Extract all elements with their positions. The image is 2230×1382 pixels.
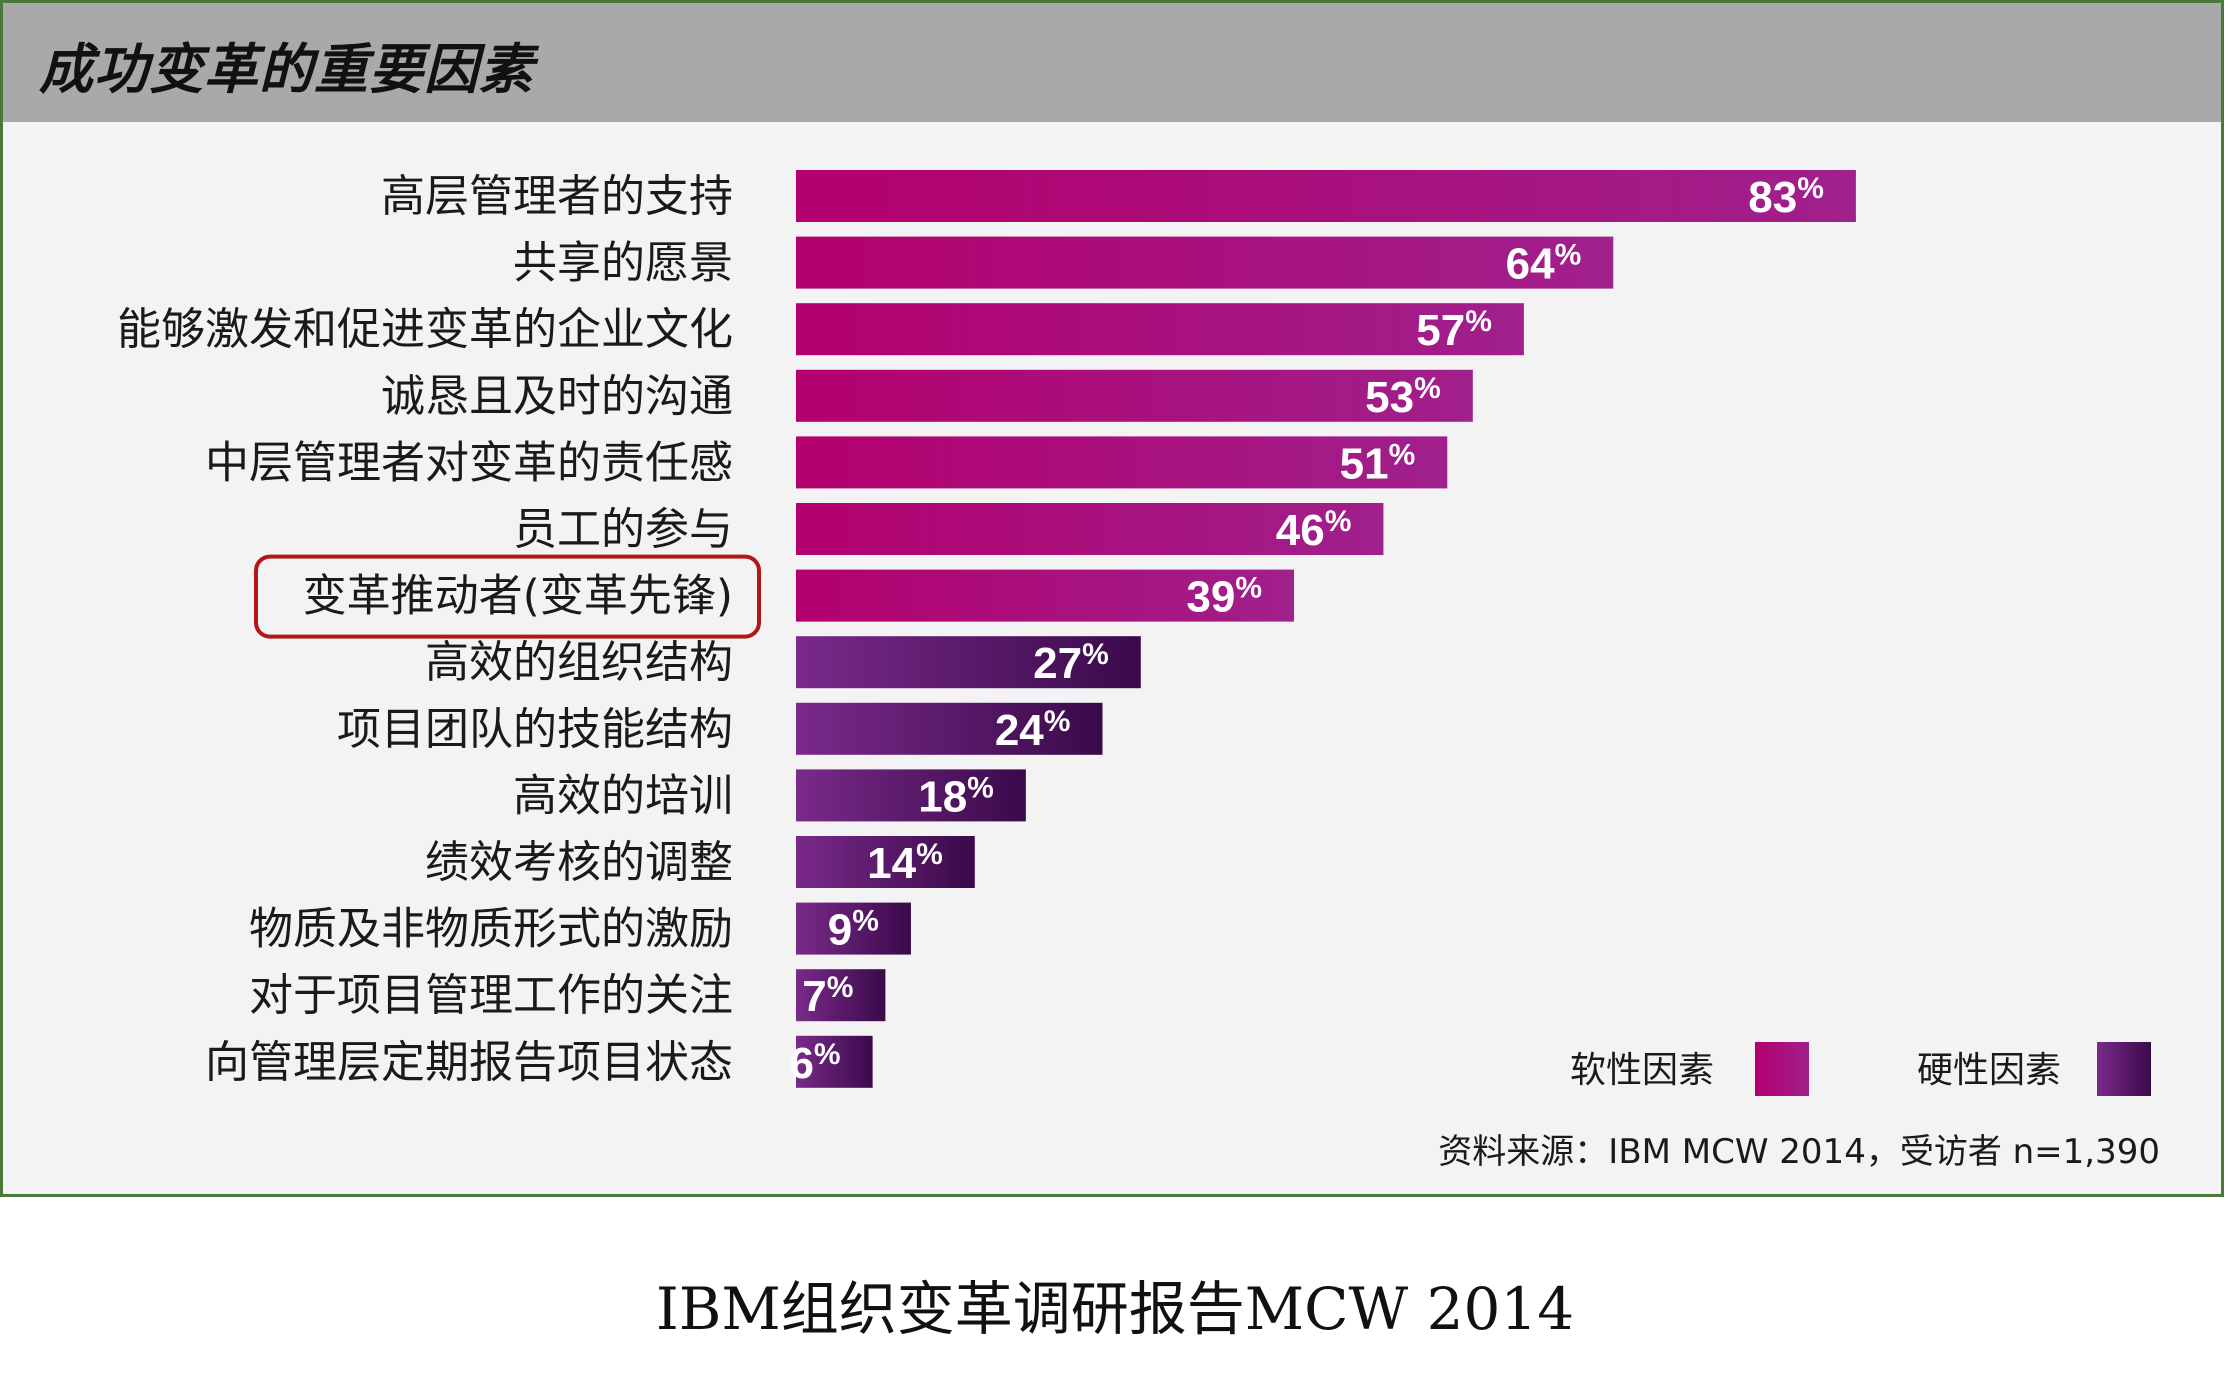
bar-9 xyxy=(796,702,1103,755)
category-label: 高效的培训 xyxy=(513,770,733,821)
value-label: 46% xyxy=(1276,505,1352,555)
category-label: 中层管理者对变革的责任感 xyxy=(205,437,733,488)
bar-2 xyxy=(796,236,1614,289)
bar-7 xyxy=(796,569,1295,622)
bar-chart: 高层管理者的支持 83%共享的愿景 64%能够激发和促进变革的企业文化 57%诚恳且及… xyxy=(117,170,2151,1096)
category-label: 高层管理者的支持 xyxy=(381,171,733,222)
category-label: 项目团队的技能结构 xyxy=(337,704,733,755)
highlight-box xyxy=(254,554,761,639)
chart-title: 成功变革的重要因素 xyxy=(39,38,534,101)
value-label: 27% xyxy=(1033,638,1109,688)
bar-1 xyxy=(796,170,1856,222)
bar-8 xyxy=(796,636,1141,689)
figure-caption: IBM组织变革调研报告MCW 2014 xyxy=(655,1275,1575,1343)
bar-12 xyxy=(796,902,911,955)
legend: 软性因素 硬性因素 xyxy=(1570,1042,2151,1096)
category-label: 高效的组织结构 xyxy=(425,637,733,688)
legend-hard-swatch xyxy=(2097,1042,2151,1096)
category-label: 绩效考核的调整 xyxy=(425,837,733,888)
category-label: 变革推动者(变革先锋) xyxy=(303,571,733,622)
bar-14 xyxy=(796,1035,873,1088)
bar-10 xyxy=(796,769,1026,822)
category-label: 向管理层定期报告项目状态 xyxy=(205,1037,733,1088)
category-label: 能够激发和促进变革的企业文化 xyxy=(117,304,733,355)
bar-6 xyxy=(796,503,1384,555)
category-label: 员工的参与 xyxy=(513,504,733,555)
bar-11 xyxy=(796,836,975,888)
bar-13 xyxy=(796,969,886,1022)
legend-soft-swatch xyxy=(1755,1042,1809,1096)
category-label: 对于项目管理工作的关注 xyxy=(249,970,733,1021)
bar-5 xyxy=(796,436,1448,489)
title-bar: 成功变革的重要因素 xyxy=(3,3,2221,122)
category-label: 共享的愿景 xyxy=(513,238,733,289)
category-label: 物质及非物质形式的激励 xyxy=(249,904,733,955)
legend-soft-label: 软性因素 xyxy=(1570,1050,1714,1091)
source-note: 资料来源：IBM MCW 2014，受访者 n=1,390 xyxy=(1438,1132,2160,1172)
bar-4 xyxy=(796,369,1473,422)
legend-hard-label: 硬性因素 xyxy=(1917,1050,2061,1091)
category-label: 诚恳且及时的沟通 xyxy=(381,371,733,422)
bar-3 xyxy=(796,303,1524,356)
